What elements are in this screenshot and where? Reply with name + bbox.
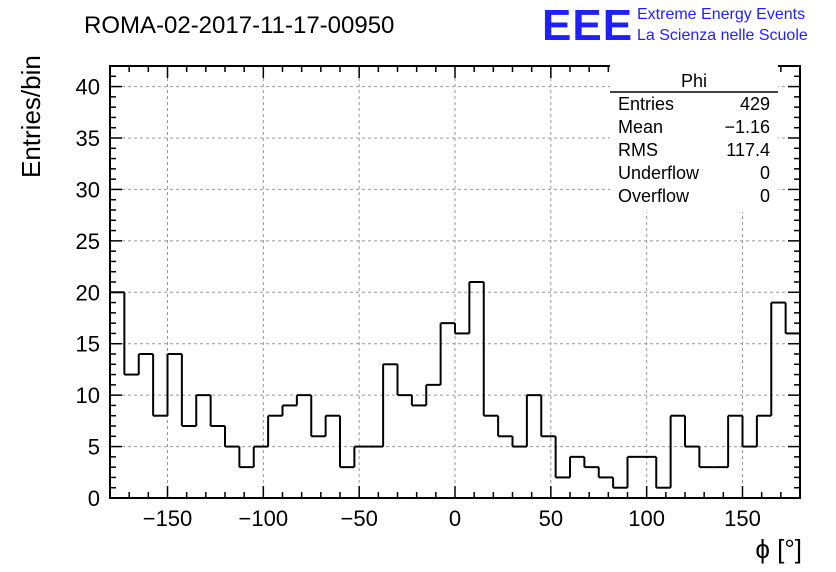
y-tick-label: 30 [76,177,100,202]
stats-label-rms: RMS [618,140,658,160]
x-tick-label: −150 [143,506,193,531]
y-tick-label: 5 [88,435,100,460]
stats-label-entries: Entries [618,94,674,114]
y-tick-label: 10 [76,383,100,408]
chart-title: ROMA-02-2017-11-17-00950 [84,12,394,39]
x-axis-label: ϕ [°] [755,534,802,564]
stats-label-underflow: Underflow [618,163,700,183]
brand-line-1: Extreme Energy Events [637,6,805,23]
brand-logo-group: EEE Extreme Energy Events La Scienza nel… [542,1,808,50]
y-tick-label: 40 [76,75,100,100]
y-tick-label: 20 [76,280,100,305]
x-tick-label: 0 [449,506,461,531]
stats-box-background [610,64,778,212]
x-tick-label: 50 [539,506,563,531]
stats-value-entries: 429 [740,94,770,114]
stats-value-rms: 117.4 [726,140,770,160]
x-tick-label: −100 [239,506,289,531]
stats-value-overflow: 0 [760,186,770,206]
y-tick-label: 35 [76,126,100,151]
y-tick-label: 25 [76,229,100,254]
y-tick-label: 15 [76,332,100,357]
x-tick-label: 150 [724,506,761,531]
labels-layer: −150 −100 −50 0 50 100 150 0 5 10 15 20 25 30 35 40 [76,75,761,531]
stats-value-underflow: 0 [760,163,770,183]
stats-box: Phi Entries 429 Mean −1.16 RMS 117.4 Und… [610,64,778,212]
x-tick-label: −50 [341,506,378,531]
stats-box-title: Phi [681,71,707,91]
y-axis-label: Entries/bin [16,55,46,178]
y-tick-label: 0 [88,486,100,511]
stats-value-mean: −1.16 [724,117,770,137]
stats-label-overflow: Overflow [618,186,690,206]
brand-logo: EEE [542,1,633,50]
brand-line-2: La Scienza nelle Scuole [637,27,808,44]
stats-label-mean: Mean [618,117,663,137]
x-tick-label: 100 [628,506,665,531]
histogram-layer [109,281,801,498]
